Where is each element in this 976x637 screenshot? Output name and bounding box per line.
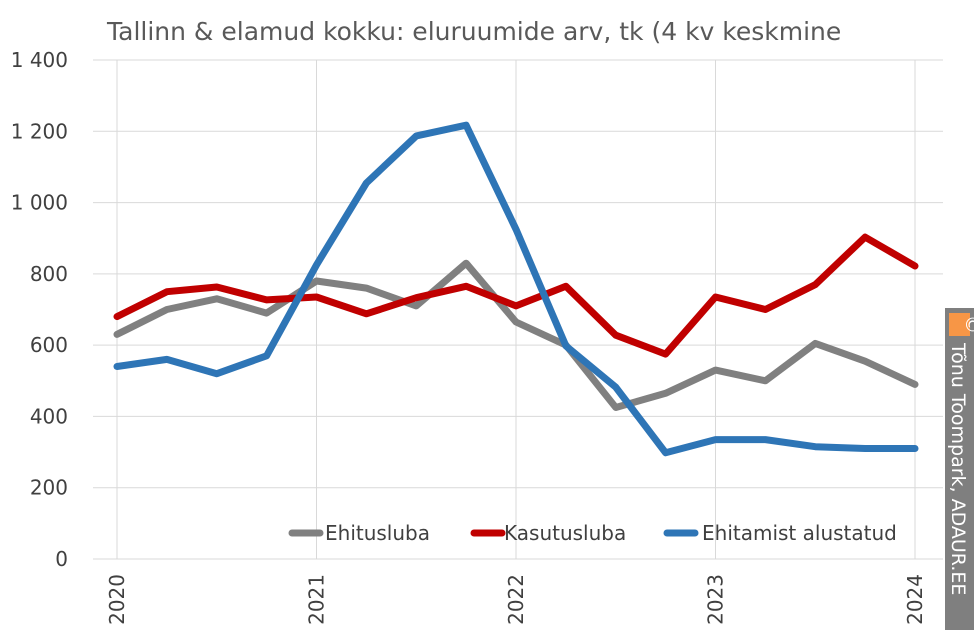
credit-background — [945, 308, 974, 630]
x-tick-label: 2021 — [305, 574, 329, 625]
legend-entry: Kasutusluba — [504, 521, 626, 545]
credit-badge: © Tõnu Toompark, ADAUR.EE — [945, 308, 976, 630]
y-tick-label: 1 000 — [11, 191, 68, 215]
x-tick-label: 2023 — [704, 574, 728, 625]
x-axis-ticks: 2020 2021 2022 2023 2024 — [105, 574, 927, 625]
y-tick-label: 400 — [30, 404, 68, 428]
y-tick-label: 1 400 — [11, 48, 68, 72]
series-line — [113, 121, 919, 457]
series-line — [113, 233, 919, 358]
y-tick-label: 1 200 — [11, 119, 68, 143]
y-tick-label: 0 — [55, 547, 68, 571]
y-tick-label: 600 — [30, 333, 68, 357]
x-tick-label: 2024 — [903, 574, 927, 625]
legend-entry: Ehitamist alustatud — [702, 521, 897, 545]
gridlines — [93, 59, 943, 560]
y-axis-ticks: 0 200 400 600 800 1 000 1 200 1 400 — [11, 48, 68, 571]
y-tick-label: 800 — [30, 262, 68, 286]
x-tick-label: 2020 — [105, 574, 129, 625]
copyright-badge — [949, 313, 970, 336]
y-tick-label: 200 — [30, 476, 68, 500]
credit-text: Tõnu Toompark, ADAUR.EE — [947, 342, 969, 595]
legend-entry: Ehitusluba — [325, 521, 430, 545]
x-tick-label: 2022 — [504, 574, 528, 625]
series-line — [113, 259, 919, 411]
chart-title: Tallinn & elamud kokku: eluruumide arv, … — [106, 17, 841, 46]
copyright-symbol: © — [961, 315, 976, 334]
legend: Ehitusluba Kasutusluba Ehitamist alustatud — [288, 521, 897, 545]
series-lines — [113, 121, 919, 457]
